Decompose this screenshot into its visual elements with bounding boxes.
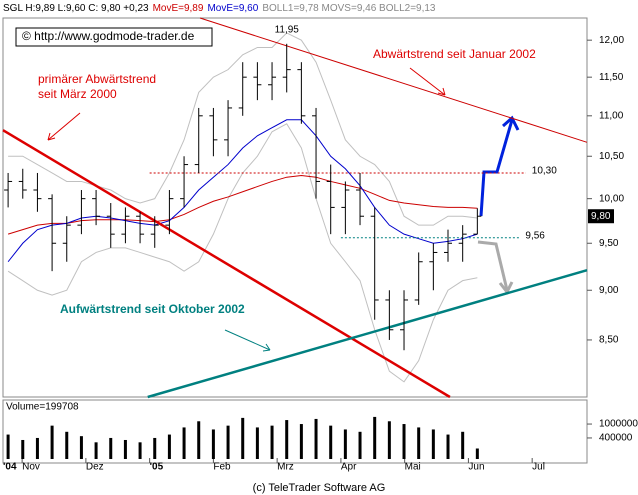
trendline	[2, 129, 451, 399]
x-tick-label: '05	[150, 462, 164, 473]
footer: (c) TeleTrader Software AG	[253, 482, 386, 494]
x-tick-label: Dez	[86, 462, 104, 473]
indicator-line	[8, 32, 478, 226]
y-tick-label: 8,50	[599, 335, 619, 346]
x-tick-label: Nov	[22, 462, 40, 473]
volume-bar	[109, 437, 113, 459]
copyright-box	[15, 27, 213, 47]
x-tick-label: Apr	[341, 462, 357, 473]
x-tick-label: Feb	[213, 462, 231, 473]
header-segment: MovE=9,89	[153, 3, 204, 14]
volume-bar	[446, 434, 450, 459]
header: SGL H:9,89 L:9,60 C: 9,80 +0,23 MovE=9,89…	[3, 3, 436, 14]
x-tick-label: Mai	[405, 462, 421, 473]
volume-bar	[6, 434, 10, 459]
trendline	[199, 17, 588, 143]
arrow-head	[47, 132, 56, 141]
annotation: Abwärtstrend seit Januar 2002	[373, 47, 536, 61]
volume-bar	[79, 436, 83, 459]
x-tick-label: Mrz	[277, 462, 294, 473]
x-start-label: '04	[3, 462, 17, 473]
x-tick-label: Jul	[532, 462, 545, 473]
annotation: seit März 2000	[38, 87, 117, 101]
volume-bar	[475, 448, 479, 459]
indicator-line	[7, 175, 478, 235]
annotation: primärer Abwärtstrend	[38, 72, 156, 86]
volume-bar	[94, 442, 98, 459]
annotation-arrow	[47, 112, 81, 141]
volume-bar	[50, 425, 54, 459]
x-tick-label: Jun	[468, 462, 484, 473]
volume-bar	[270, 425, 274, 459]
volume-bar	[226, 425, 230, 459]
annotation-arrow	[224, 329, 271, 351]
header-segment: MovE=9,60	[207, 3, 258, 14]
price-frame	[2, 17, 588, 398]
volume-bar	[197, 421, 201, 459]
volume-label: Volume=199708	[6, 402, 79, 413]
projection-down	[477, 240, 509, 291]
volume-frame	[2, 399, 588, 464]
last-price-box	[588, 209, 614, 224]
y-tick-label: 10,00	[599, 193, 624, 204]
projection-up	[479, 119, 514, 217]
volume-bar	[153, 437, 157, 459]
volume-bar	[461, 431, 465, 459]
volume-tick-label: 400000	[599, 433, 633, 444]
y-tick-label: 11,50	[599, 72, 624, 83]
volume-bar	[343, 429, 347, 459]
header-segment: SGL H:9,89 L:9,60 C: 9,80 +0,23	[3, 3, 149, 14]
y-tick-label: 9,50	[599, 238, 619, 249]
y-tick-label: 11,00	[599, 110, 624, 121]
volume-bar	[182, 427, 186, 459]
header-segment: BOLL1=9,78 MOVS=9,46 BOLL2=9,13	[262, 3, 436, 14]
volume-bar	[417, 427, 421, 459]
volume-bar	[431, 429, 435, 459]
peak-label: 11,95	[275, 24, 300, 35]
trendline	[147, 269, 588, 399]
volume-bar	[255, 427, 259, 459]
volume-bar	[35, 437, 39, 459]
volume-bar	[123, 439, 127, 459]
level-label: 10,30	[532, 166, 557, 177]
y-tick-label: 12,00	[599, 35, 624, 46]
volume-bar	[211, 429, 215, 459]
copyright: © http://www.godmode-trader.de	[22, 29, 195, 43]
volume-bar	[21, 439, 25, 459]
volume-bar	[241, 417, 245, 459]
indicator-line	[7, 119, 478, 263]
volume-bar	[329, 425, 333, 459]
volume-bar	[299, 424, 303, 459]
y-tick-label: 9,00	[599, 285, 619, 296]
arrow-head	[262, 343, 271, 352]
arrow-head	[437, 87, 446, 96]
volume-bar	[387, 421, 391, 459]
level-label: 9,56	[525, 230, 545, 241]
volume-bar	[138, 442, 142, 459]
volume-bar	[402, 424, 406, 459]
volume-bar	[167, 434, 171, 459]
annotation: Aufwärtstrend seit Oktober 2002	[60, 302, 245, 316]
volume-bar	[358, 431, 362, 459]
volume-bar	[314, 418, 318, 459]
annotation-arrow	[409, 67, 446, 96]
volume-bar	[373, 416, 377, 459]
y-tick-label: 10,50	[599, 151, 624, 162]
volume-bar	[285, 420, 289, 459]
last-price-label: 9,80	[591, 211, 611, 222]
volume-tick-label: 1000000	[599, 419, 638, 430]
header-text: SGL H:9,89 L:9,60 C: 9,80 +0,23 MovE=9,89…	[3, 3, 436, 14]
volume-bar	[65, 431, 69, 459]
